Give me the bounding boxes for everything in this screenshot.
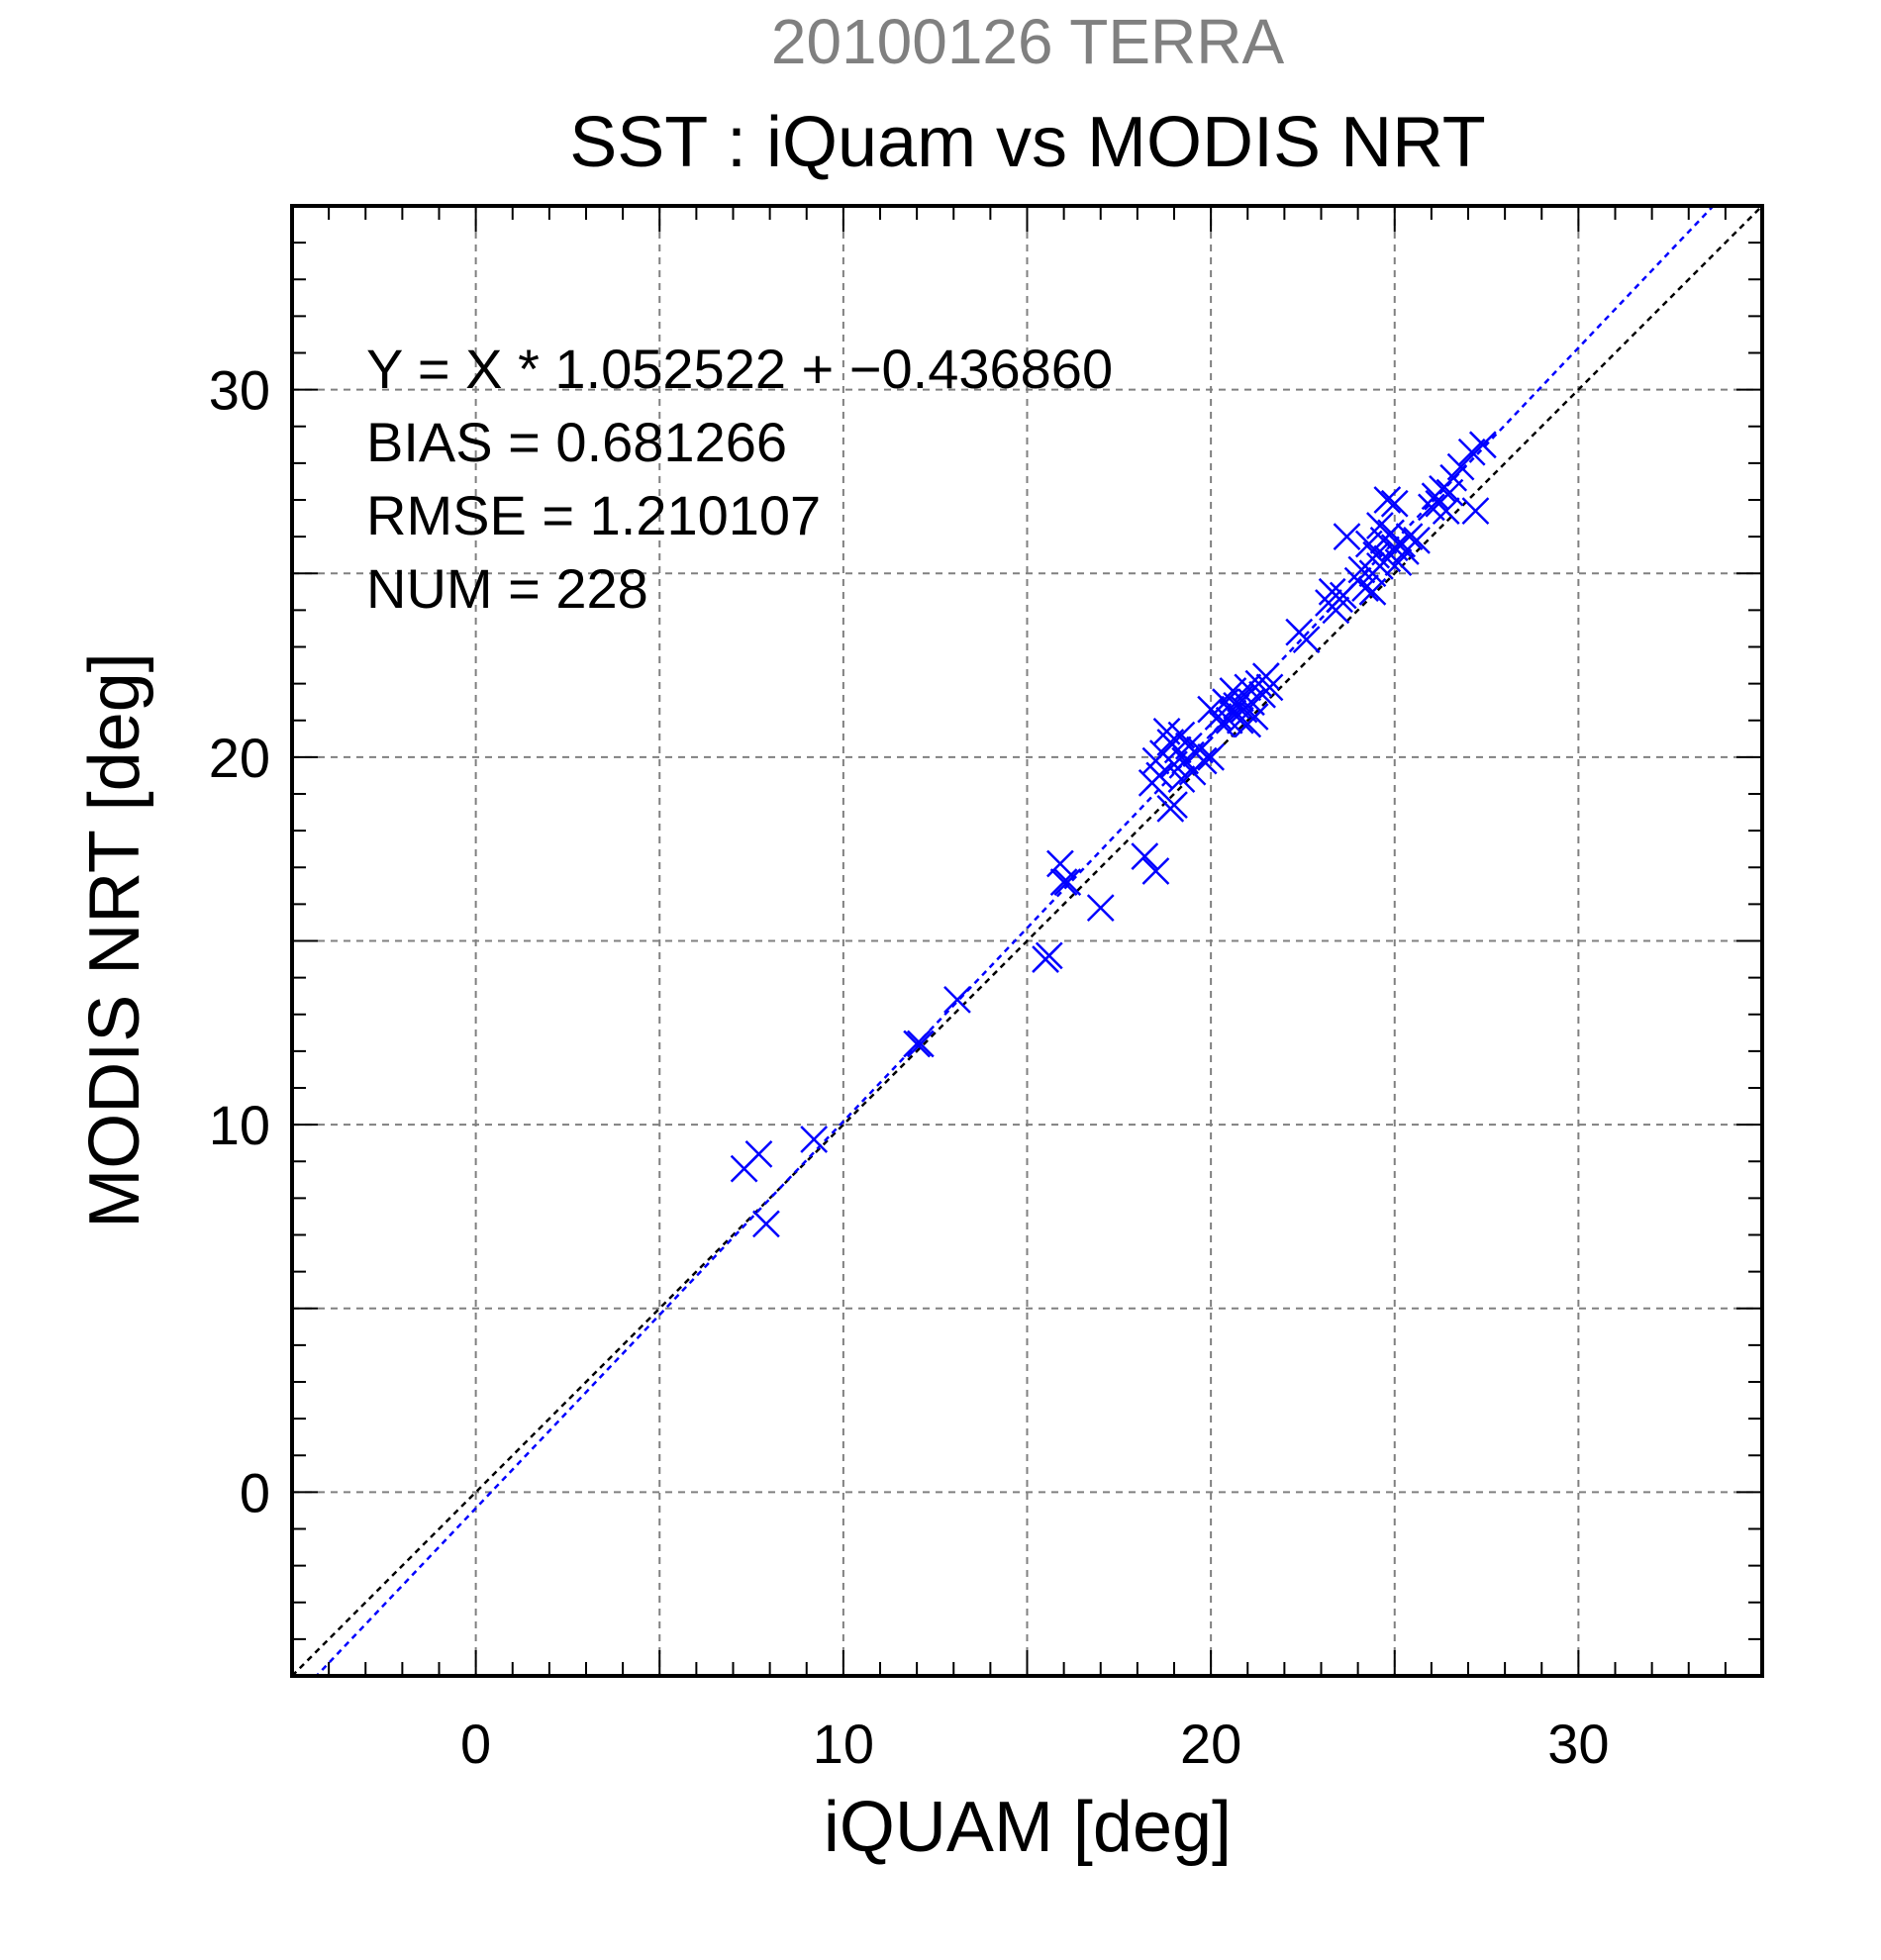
x-tick-label: 30 — [1547, 1713, 1609, 1775]
data-point — [1468, 431, 1497, 459]
grid-lines — [292, 206, 1762, 1676]
x-tick-label: 0 — [460, 1713, 491, 1775]
data-point — [1131, 842, 1159, 870]
data-point — [800, 1126, 829, 1153]
data-point — [1351, 574, 1379, 602]
data-point — [1141, 857, 1170, 885]
y-tick-label: 20 — [209, 727, 270, 789]
data-point — [1086, 894, 1115, 922]
data-point — [1292, 626, 1321, 653]
data-point — [1240, 703, 1269, 731]
y-tick-label: 10 — [209, 1094, 270, 1156]
data-point — [1461, 497, 1490, 526]
data-point — [1403, 526, 1431, 554]
data-point — [906, 1029, 935, 1058]
x-tick-label: 20 — [1180, 1713, 1241, 1775]
data-point — [1035, 941, 1063, 970]
tick-labels: 0 10 20 30 0 10 20 30 — [209, 359, 1610, 1775]
stats-line-num: NUM = 228 — [366, 557, 648, 620]
stats-line-rmse: RMSE = 1.210107 — [366, 484, 821, 546]
data-points — [730, 431, 1497, 1238]
stats-annotation: Y = X * 1.052522 + −0.436860 BIAS = 0.68… — [366, 338, 1113, 620]
data-point — [943, 986, 971, 1014]
data-point — [1432, 497, 1460, 526]
data-point — [1215, 706, 1243, 735]
data-point — [1251, 662, 1280, 691]
data-point — [1053, 868, 1082, 896]
regression-fit-line — [314, 206, 1716, 1676]
data-point — [1358, 577, 1387, 606]
y-tick-label: 0 — [240, 1461, 270, 1523]
chart-supertitle: 20100126 TERRA — [771, 6, 1285, 77]
plot-frame — [290, 204, 1764, 1678]
data-point — [1197, 742, 1226, 771]
data-point — [1255, 673, 1284, 702]
data-point — [1189, 746, 1218, 775]
data-point — [1322, 596, 1350, 625]
data-point — [1446, 452, 1475, 481]
data-point — [1373, 486, 1402, 514]
stats-line-bias: BIAS = 0.681266 — [366, 411, 787, 473]
y-tick-label: 30 — [209, 359, 270, 422]
data-point — [1333, 523, 1361, 551]
x-tick-label: 10 — [813, 1713, 874, 1775]
identity-line — [292, 206, 1762, 1676]
data-point — [903, 1029, 932, 1058]
y-axis-label: MODIS NRT [deg] — [75, 652, 154, 1228]
data-point — [1160, 791, 1188, 820]
data-point — [1046, 849, 1074, 878]
data-point — [1380, 489, 1409, 518]
data-point — [752, 1210, 780, 1238]
data-point — [1395, 523, 1424, 551]
stats-line-equation: Y = X * 1.052522 + −0.436860 — [366, 338, 1113, 400]
data-point — [744, 1139, 773, 1168]
data-point — [1049, 868, 1078, 896]
x-axis-label: iQUAM [deg] — [824, 1788, 1232, 1867]
data-point — [1362, 540, 1391, 569]
chart-title: SST : iQuam vs MODIS NRT — [569, 103, 1486, 182]
